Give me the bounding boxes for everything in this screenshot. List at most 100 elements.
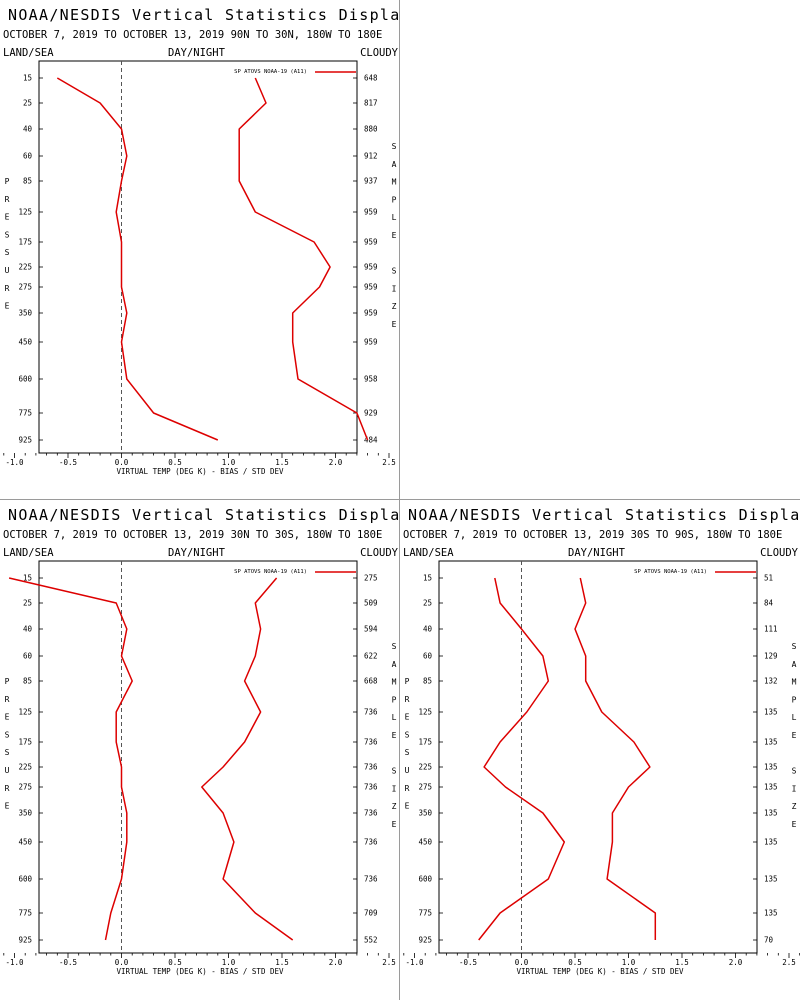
x-axis-label: VIRTUAL TEMP (DEG K) - BIAS / STD DEV — [116, 967, 284, 976]
pressure-level-label: 350 — [418, 809, 432, 818]
pressure-level-label: 225 — [18, 263, 32, 272]
sample-size-label: 129 — [764, 652, 778, 661]
header-day-night: DAY/NIGHT — [168, 47, 225, 59]
y-axis-label-letter: R — [5, 284, 10, 293]
pressure-level-label: 600 — [18, 375, 32, 384]
right-axis-label-letter: Z — [792, 802, 797, 811]
sample-size-label: 880 — [364, 125, 378, 134]
right-axis-label-letter: I — [792, 784, 797, 793]
plot-frame — [38, 560, 358, 954]
pressure-level-label: 85 — [23, 177, 32, 186]
x-tick-label: 2.0 — [729, 958, 743, 967]
sample-size-label: 509 — [364, 599, 378, 608]
header-land-sea: LAND/SEA — [3, 547, 54, 559]
sample-size-label: 135 — [764, 809, 778, 818]
right-axis-label-letter: M — [392, 678, 397, 687]
x-tick-label: 2.5 — [382, 958, 396, 967]
sample-size-label: 959 — [364, 238, 378, 247]
x-tick-label: 1.5 — [275, 458, 289, 467]
sample-size-label: 648 — [364, 74, 378, 83]
sample-size-label: 736 — [364, 738, 378, 747]
header-cloudy: CLOUDY — [360, 47, 398, 59]
panel-title: NOAA/NESDIS Vertical Statistics Display — [408, 506, 800, 524]
x-tick-label: -1.0 — [5, 458, 24, 467]
x-axis-label: VIRTUAL TEMP (DEG K) - BIAS / STD DEV — [516, 967, 684, 976]
x-tick-label: 0.5 — [568, 958, 582, 967]
right-axis-label-letter: M — [392, 178, 397, 187]
right-axis-label-letter: Z — [392, 802, 397, 811]
sample-size-label: 736 — [364, 838, 378, 847]
pressure-level-label: 85 — [423, 677, 432, 686]
pressure-level-label: 175 — [18, 238, 32, 247]
pressure-level-label: 275 — [418, 783, 432, 792]
pressure-level-label: 925 — [18, 436, 32, 445]
y-axis-label-letter: S — [405, 748, 410, 757]
sample-size-label: 135 — [764, 909, 778, 918]
pressure-level-label: 600 — [418, 875, 432, 884]
x-tick-label: 2.0 — [329, 458, 343, 467]
right-axis-label-letter: S — [392, 642, 397, 651]
right-axis-label-letter: M — [792, 678, 797, 687]
x-tick-label: -0.5 — [59, 458, 77, 467]
pressure-level-label: 225 — [18, 763, 32, 772]
sample-size-label: 959 — [364, 283, 378, 292]
x-tick-label: -0.5 — [59, 958, 77, 967]
sample-size-label: 817 — [364, 99, 378, 108]
right-axis-label-letter: L — [792, 713, 797, 722]
right-axis-label-letter: E — [792, 820, 797, 829]
chart-panel-30n-30s: NOAA/NESDIS Vertical Statistics Display … — [0, 500, 410, 1000]
panel-divider-horizontal — [0, 499, 800, 500]
pressure-level-label: 40 — [23, 125, 33, 134]
header-cloudy: CLOUDY — [760, 547, 798, 559]
sample-size-label: 51 — [764, 574, 773, 583]
x-tick-label: 2.5 — [382, 458, 396, 467]
right-axis-label-letter: S — [792, 767, 797, 776]
series-line-std-dev — [201, 577, 294, 941]
right-axis-label-letter: P — [392, 195, 397, 204]
pressure-level-label: 25 — [423, 599, 432, 608]
sample-size-label: 736 — [364, 783, 378, 792]
sample-size-label: 135 — [764, 838, 778, 847]
pressure-level-label: 40 — [423, 625, 433, 634]
x-tick-label: 0.5 — [168, 458, 182, 467]
chart-panel-30s-90s: NOAA/NESDIS Vertical Statistics Display … — [400, 500, 800, 1000]
y-axis-label-letter: R — [405, 784, 410, 793]
sample-size-label: 959 — [364, 309, 378, 318]
header-day-night: DAY/NIGHT — [168, 547, 225, 559]
sample-size-label: 958 — [364, 375, 378, 384]
series-line-bias — [56, 77, 219, 441]
pressure-level-label: 85 — [23, 677, 32, 686]
panel-title: NOAA/NESDIS Vertical Statistics Display — [8, 506, 411, 524]
sample-size-label: 484 — [364, 436, 378, 445]
pressure-level-label: 275 — [18, 283, 32, 292]
right-axis-label-letter: I — [392, 784, 397, 793]
right-axis-label-letter: E — [392, 320, 397, 329]
sample-size-label: 70 — [764, 936, 774, 945]
y-axis-label-letter: S — [5, 248, 10, 257]
sample-size-label: 736 — [364, 875, 378, 884]
right-axis-label-letter: S — [392, 267, 397, 276]
y-axis-label-letter: R — [5, 195, 10, 204]
right-axis-label-letter: E — [392, 820, 397, 829]
pressure-level-label: 175 — [18, 738, 32, 747]
right-axis-label-letter: S — [392, 767, 397, 776]
sample-size-label: 594 — [364, 625, 378, 634]
y-axis-label-letter: E — [405, 713, 410, 722]
pressure-level-label: 15 — [423, 574, 432, 583]
legend-label: SP ATOVS NOAA-19 (A11) — [634, 569, 707, 575]
pressure-level-label: 125 — [18, 208, 32, 217]
y-axis-label-letter: U — [405, 766, 410, 775]
y-axis-label-letter: S — [5, 748, 10, 757]
x-tick-label: 0.0 — [515, 958, 529, 967]
sample-size-label: 929 — [364, 409, 378, 418]
series-line-std-dev — [574, 577, 657, 940]
x-tick-label: 2.5 — [782, 958, 796, 967]
pressure-level-label: 350 — [18, 809, 32, 818]
pressure-level-label: 450 — [418, 838, 432, 847]
legend-label: SP ATOVS NOAA-19 (A11) — [234, 69, 307, 75]
pressure-level-label: 25 — [23, 99, 32, 108]
right-axis-label-letter: L — [392, 213, 397, 222]
pressure-level-label: 225 — [418, 763, 432, 772]
right-axis-label-letter: E — [392, 731, 397, 740]
header-land-sea: LAND/SEA — [3, 47, 54, 59]
